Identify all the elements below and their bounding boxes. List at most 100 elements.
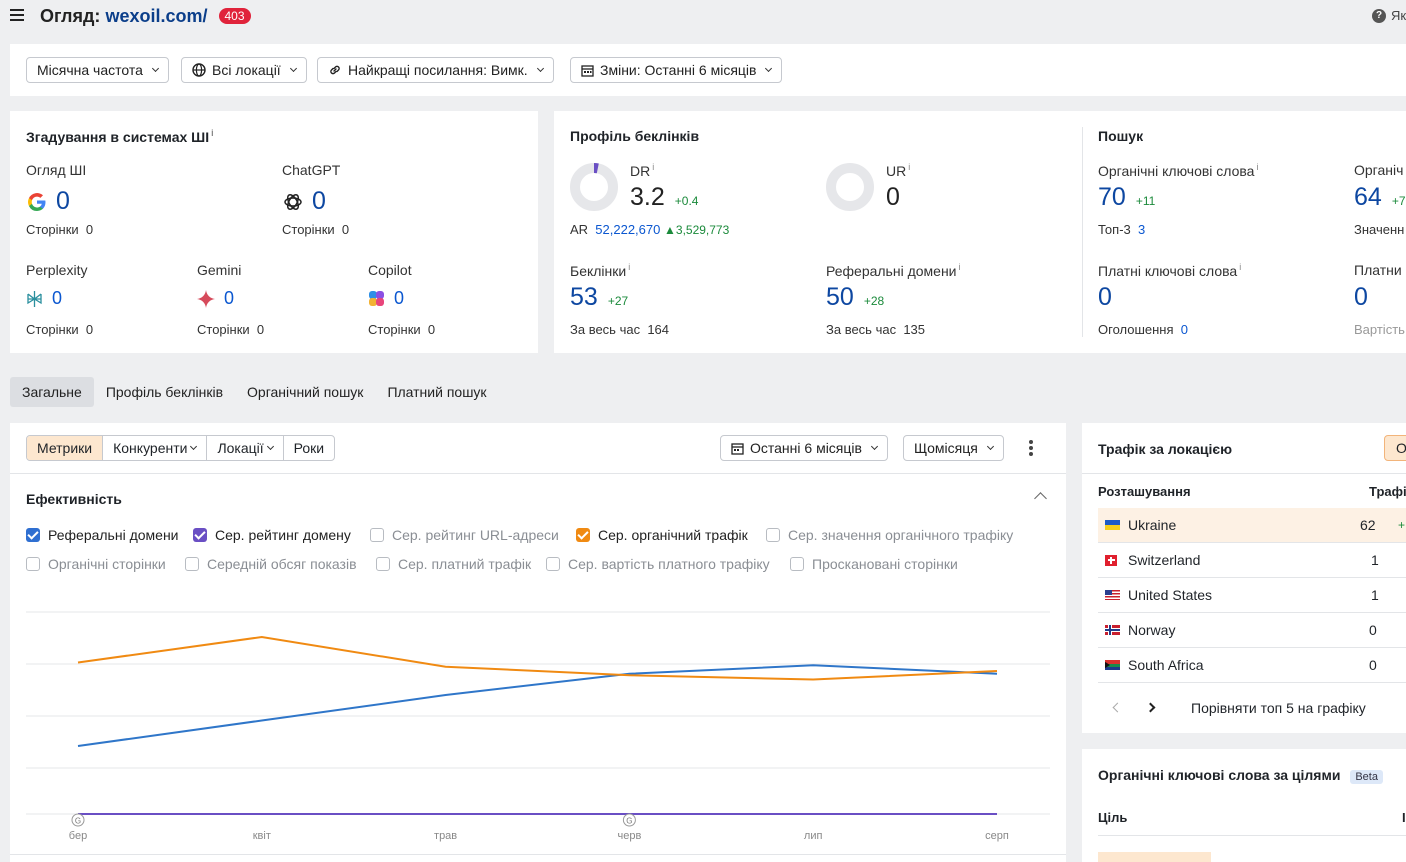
ref-domains-value[interactable]: 50 — [826, 283, 854, 311]
ar-value[interactable]: 52,222,670 — [595, 222, 661, 237]
checkbox-avg-paid-traffic[interactable]: Сер. платний трафік — [376, 556, 531, 572]
compare-top5-link[interactable]: Порівняти топ 5 на графіку — [1191, 700, 1366, 716]
organic-traffic-value[interactable]: 64 — [1354, 183, 1382, 211]
target-domain[interactable]: wexoil.com/ — [105, 6, 208, 26]
perplexity-icon — [27, 290, 42, 307]
panel-divider — [10, 473, 1066, 474]
south-africa-flag-icon — [1105, 660, 1120, 670]
performance-panel — [10, 423, 1066, 862]
location-row[interactable]: Switzerland 1 — [1098, 543, 1406, 578]
ai-mentions-card: Згадування в системах ШІ i Огляд ШІ 0 Сто… — [10, 111, 538, 353]
traffic-value: 0 — [1369, 622, 1377, 638]
checkbox-avg-impressions[interactable]: Середній обсяг показів — [185, 556, 357, 572]
chatgpt-pages: Сторінки 0 — [282, 222, 350, 237]
ur-label: UR i — [886, 162, 911, 179]
svg-text:G: G — [626, 817, 632, 826]
checkbox-avg-organic-value[interactable]: Сер. значення органічного трафіку — [766, 527, 1013, 543]
checkbox-referring-domains[interactable]: Реферальні домени — [26, 527, 179, 543]
calendar-icon — [731, 442, 744, 455]
tab-general[interactable]: Загальне — [10, 377, 94, 407]
chatgpt-value[interactable]: 0 — [312, 187, 326, 215]
checkbox-avg-organic-traffic[interactable]: Сер. органічний трафік — [576, 527, 748, 543]
beta-badge: Beta — [1350, 770, 1383, 784]
copilot-pages: Сторінки 0 — [368, 322, 436, 337]
best-links-dropdown[interactable]: Найкращі посилання: Вимк. — [317, 57, 554, 83]
google-update-marker[interactable]: G — [622, 813, 636, 827]
checkbox-unchecked — [26, 557, 40, 571]
help-icon[interactable]: ? — [1372, 9, 1386, 23]
changes-dropdown[interactable]: Зміни: Останні 6 місяців — [570, 57, 783, 83]
location-row[interactable]: Ukraine 62 + — [1098, 508, 1406, 543]
ur-value: 0 — [886, 183, 900, 211]
checkbox-organic-pages[interactable]: Органічні сторінки — [26, 556, 166, 572]
traffic-value: 1 — [1371, 552, 1379, 568]
date-range-dropdown[interactable]: Останні 6 місяців — [720, 435, 888, 461]
performance-title: Ефективність — [26, 491, 122, 507]
help-link[interactable]: Як — [1391, 8, 1406, 23]
paid-keywords-value[interactable]: 0 — [1098, 283, 1112, 311]
frequency-dropdown[interactable]: Місячна частота — [26, 57, 169, 83]
organic-keywords-metric: 70 +11 — [1098, 183, 1155, 212]
x-tick-label: лип — [804, 830, 823, 842]
filter-bar: Місячна частота Всі локації Найкращі пос… — [10, 44, 1406, 96]
tab-backlink-profile[interactable]: Профіль беклінків — [105, 384, 224, 400]
checkbox-avg-url-rating[interactable]: Сер. рейтинг URL-адреси — [370, 527, 559, 543]
switzerland-flag-icon — [1105, 554, 1117, 566]
backlinks-profile-title: Профіль беклінків — [570, 128, 700, 144]
segment-metrics[interactable]: Метрики — [27, 436, 104, 460]
keywords-intent-title: Органічні ключові слова за цілями Beta — [1098, 767, 1383, 784]
organic-keywords-value[interactable]: 70 — [1098, 183, 1126, 211]
locations-dropdown[interactable]: Всі локації — [181, 57, 307, 83]
location-row[interactable]: South Africa 0 — [1098, 648, 1406, 683]
perplexity-value[interactable]: 0 — [52, 288, 63, 308]
segment-years[interactable]: Роки — [293, 440, 325, 456]
country-name: Switzerland — [1128, 552, 1201, 568]
chevron-down-icon — [765, 64, 773, 73]
chatgpt-icon — [284, 193, 302, 210]
backlinks-value[interactable]: 53 — [570, 283, 598, 311]
tab-organic-search[interactable]: Органічний пошук — [247, 384, 364, 400]
country-name: Ukraine — [1128, 517, 1177, 533]
backlinks-metric: 53 +27 — [570, 283, 628, 312]
ai-overview-value[interactable]: 0 — [56, 187, 70, 215]
series-line[interactable] — [77, 635, 998, 681]
chevron-down-icon — [870, 442, 878, 451]
tab-paid-search[interactable]: Платний пошук — [387, 384, 487, 400]
checkbox-avg-domain-rating[interactable]: Сер. рейтинг домену — [193, 527, 351, 543]
paid-traffic-value[interactable]: 0 — [1354, 283, 1368, 311]
copilot-value[interactable]: 0 — [394, 288, 405, 308]
backlinks-all-time: За весь час 164 — [570, 322, 670, 337]
more-options-icon[interactable] — [1029, 440, 1033, 456]
traffic-delta: + — [1398, 518, 1406, 532]
prev-page-icon[interactable] — [1112, 702, 1123, 713]
traffic-view-toggle[interactable]: О — [1384, 435, 1406, 461]
locations-label: Всі локації — [212, 62, 281, 78]
segment-locations[interactable]: Локації — [207, 436, 284, 460]
segment-competitors[interactable]: Конкуренти — [103, 436, 208, 460]
ai-overview-label: Огляд ШІ — [26, 162, 87, 178]
checkbox-unchecked — [766, 528, 780, 542]
col-intent-header: Ціль — [1098, 810, 1128, 825]
checkbox-crawled-pages[interactable]: Проскановані сторінки — [790, 556, 958, 572]
menu-icon[interactable] — [10, 9, 24, 21]
ur-donut-chart — [826, 163, 874, 211]
location-row[interactable]: Norway 0 — [1098, 613, 1406, 648]
google-update-marker[interactable]: G — [71, 813, 85, 827]
checkbox-avg-paid-cost[interactable]: Сер. вартість платного трафіку — [546, 556, 770, 572]
organic-keywords-label: Органічні ключові слова i — [1098, 162, 1259, 179]
ar-label: AR — [570, 222, 589, 237]
checkbox-unchecked — [185, 557, 199, 571]
next-page-icon[interactable] — [1145, 702, 1156, 713]
ref-domains-label: Реферальні домени i — [826, 262, 961, 279]
ukraine-flag-icon — [1105, 520, 1120, 530]
location-row[interactable]: United States 1 — [1098, 578, 1406, 613]
overview-tabs: Загальне Профіль беклінків Органічний по… — [10, 377, 499, 407]
calendar-icon — [581, 64, 594, 77]
ads-row: Оголошення 0 — [1098, 322, 1188, 337]
country-name: Norway — [1128, 622, 1176, 638]
interval-dropdown[interactable]: Щомісяця — [903, 435, 1004, 461]
series-line[interactable] — [77, 664, 998, 747]
interval-label: Щомісяця — [914, 440, 978, 456]
gemini-value[interactable]: 0 — [224, 288, 235, 308]
